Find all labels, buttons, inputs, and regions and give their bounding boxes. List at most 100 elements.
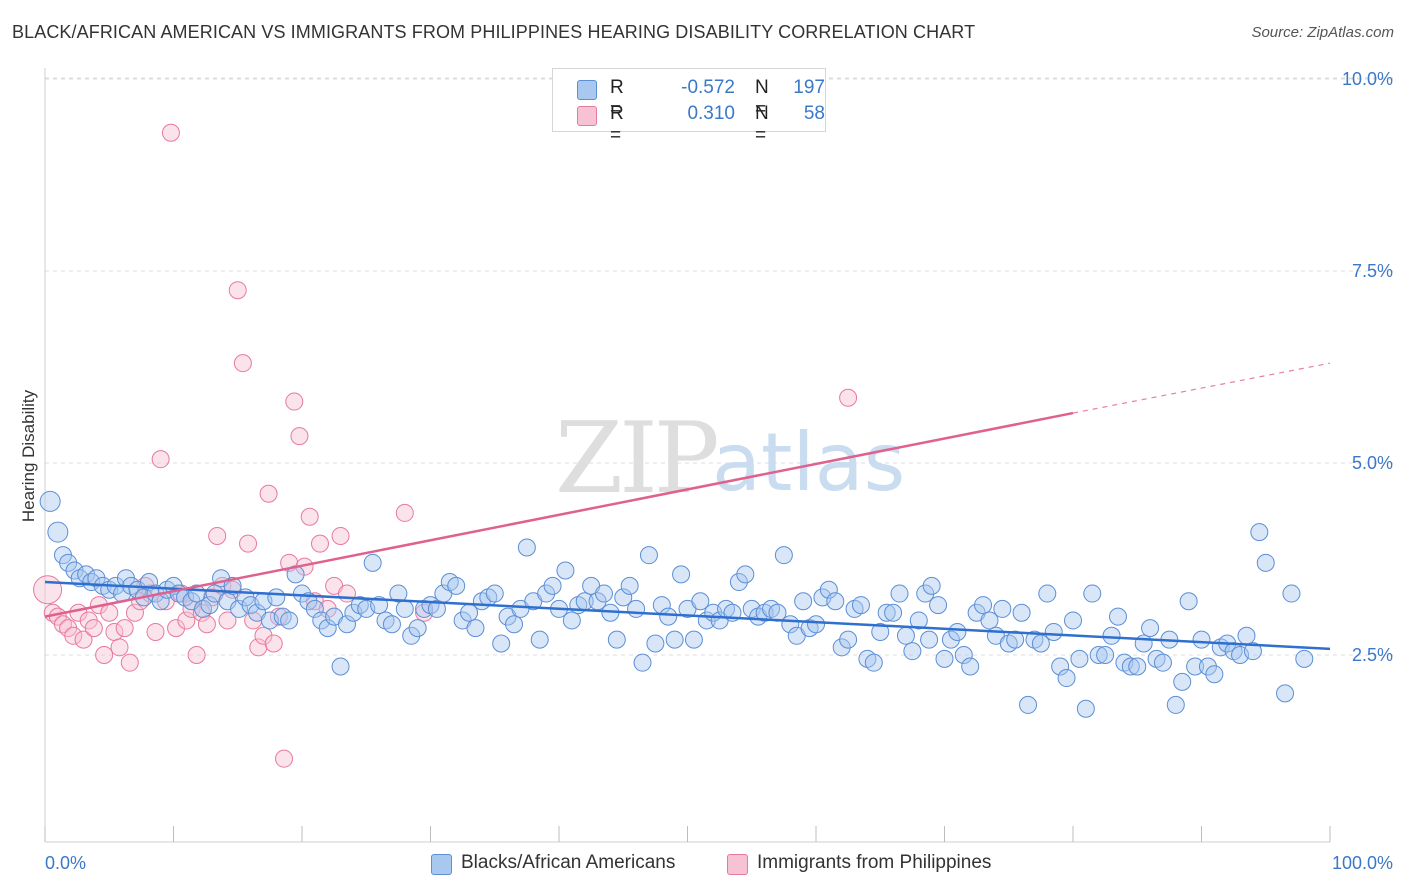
point-philippines [233,354,252,373]
point-black [1243,642,1262,661]
point-philippines [285,392,304,411]
point-black [305,599,324,618]
legend-swatch-black [577,80,597,100]
point-black [935,649,954,668]
chart-title: BLACK/AFRICAN AMERICAN VS IMMIGRANTS FRO… [12,22,976,42]
point-black [819,580,838,599]
watermark-atlas: atlas [712,416,905,509]
point-black [223,576,242,595]
x-tick-label-min: 0.0% [45,853,86,873]
point-philippines [218,611,237,630]
point-black [1108,607,1127,626]
point-black [1121,657,1140,676]
point-philippines [84,619,103,638]
point-black [607,630,626,649]
point-black [993,599,1012,618]
point-philippines [239,534,258,553]
point-black [1295,649,1314,668]
point-philippines [208,526,227,545]
point-black [903,642,922,661]
point-black [1198,657,1217,676]
point-black [1141,619,1160,638]
point-black [909,611,928,630]
point-black [627,599,646,618]
point-black [929,596,948,615]
point-philippines [125,603,144,622]
point-black [877,603,896,622]
point-philippines [120,653,139,672]
y-tick-label: 7.5% [1352,261,1393,281]
x-tick-label-max: 100.0% [1332,853,1393,873]
point-black [954,646,973,664]
bottom-legend-label-black: Blacks/African Americans [461,852,676,873]
point-black [736,565,755,584]
point-philippines [228,281,247,300]
y-tick-labels: 2.5% 5.0% 7.5% 10.0% [1342,69,1393,665]
point-philippines [100,603,119,622]
point-philippines [95,646,114,664]
point-black [614,588,633,607]
point-black [974,596,993,615]
legend-swatch-philippines [577,106,597,126]
point-black [382,615,401,634]
point-black [774,546,793,565]
point-black [293,584,311,603]
bottom-legend-swatch-philippines [727,854,748,875]
point-black [427,599,446,618]
point-black [916,584,935,603]
point-black [594,584,613,603]
point-black [556,561,575,580]
point-black [562,611,581,630]
point-black [871,622,890,641]
point-black [517,538,536,557]
y-axis-label: Hearing Disability [19,389,38,522]
legend-r-value: -0.572 [681,77,735,98]
point-black [807,615,825,634]
point-black [1192,630,1211,649]
point-black [337,615,356,634]
bottom-legend-label-philippines: Immigrants from Philippines [757,852,992,873]
point-black [466,619,485,638]
point-black [87,569,106,588]
point-black [1153,653,1172,672]
point-black [832,638,851,657]
y-tick-label: 2.5% [1352,645,1393,665]
point-black [485,584,504,603]
point-black [659,607,678,626]
point-black [633,653,652,672]
source-label: Source: ZipAtlas.com [1251,24,1394,41]
point-black [318,619,337,638]
point-black [447,576,466,595]
point-black [665,630,684,649]
trend-line-black [44,580,1331,651]
point-black [230,599,249,618]
point-philippines [151,450,170,469]
point-black [1070,649,1089,668]
series-black [39,490,1314,718]
point-black [1282,584,1301,603]
point-black [851,596,870,615]
point-black [492,634,511,653]
point-black [646,634,665,653]
legend-box: R = -0.572 N = 197 R = 0.310 N = 58 [552,68,826,146]
point-black [864,653,883,672]
point-philippines [110,638,129,657]
point-philippines [290,427,309,446]
legend-r-label: R = [610,77,624,120]
point-black [1044,622,1063,641]
point-philippines [146,622,165,641]
point-black [839,630,858,649]
x-tick-labels: 0.0% 100.0% [45,853,1393,873]
point-black [639,546,658,565]
point-black [1102,626,1121,645]
point-philippines [269,607,288,626]
point-black [961,657,980,676]
trend-line-philippines [44,411,1074,618]
point-philippines [264,634,283,653]
point-black [408,619,427,638]
point-black [395,599,414,618]
point-black [1057,669,1076,688]
watermark: ZIP atlas [555,402,905,516]
point-philippines [318,599,337,618]
